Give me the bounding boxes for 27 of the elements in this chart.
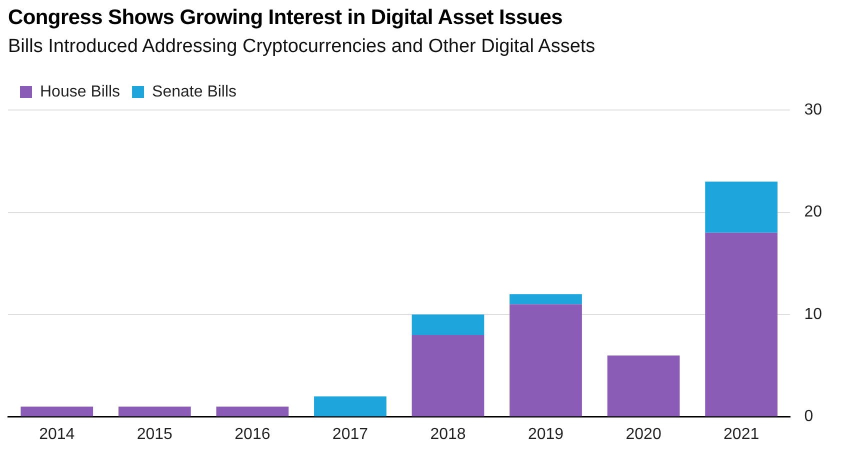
bar <box>412 314 484 335</box>
bar <box>705 182 778 233</box>
y-tick-label: 20 <box>804 204 822 221</box>
bar <box>510 304 582 416</box>
x-tick-label: 2020 <box>626 426 662 443</box>
x-tick-label: 2016 <box>234 426 270 443</box>
bar <box>607 355 680 416</box>
bar <box>705 232 778 416</box>
x-tick-label: 2017 <box>332 426 368 443</box>
bar <box>118 406 191 416</box>
bar <box>314 396 386 416</box>
y-tick-label: 30 <box>804 101 822 118</box>
y-tick-label: 10 <box>804 306 822 323</box>
x-tick-label: 2018 <box>430 426 466 443</box>
bar <box>20 406 94 416</box>
legend-label: Senate Bills <box>152 83 237 100</box>
y-tick-label: 0 <box>804 408 814 426</box>
bar <box>510 294 582 304</box>
bar <box>216 406 289 416</box>
x-tick-label: 2015 <box>136 426 173 443</box>
legend-label: House Bills <box>40 83 120 100</box>
bar <box>412 334 484 416</box>
chart-title: Congress Shows Growing Interest in Digital Asset Issues <box>8 6 563 30</box>
x-tick-label: 2021 <box>724 426 760 443</box>
x-tick-label: 2014 <box>39 426 75 443</box>
chart-subtitle: Bills Introduced Addressing Cryptocurrencies and Other Digital Assets <box>8 36 596 58</box>
x-tick-label: 2019 <box>528 426 564 443</box>
